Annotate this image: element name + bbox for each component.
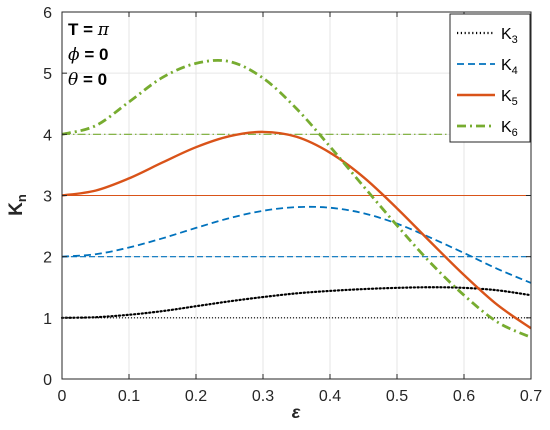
annotation-1: ϕ = 0 bbox=[68, 45, 108, 65]
x-tick-label: 0.3 bbox=[252, 388, 274, 405]
x-tick-label: 0.4 bbox=[319, 388, 341, 405]
x-axis-label: ε bbox=[292, 402, 301, 422]
annotation-symbol: θ bbox=[68, 70, 78, 90]
legend-label-sub: 6 bbox=[512, 127, 518, 139]
x-tick-label: 0.2 bbox=[185, 388, 207, 405]
y-tick-label: 0 bbox=[43, 372, 52, 389]
annotation-equals: = bbox=[78, 20, 97, 39]
annotation-equals: = bbox=[78, 70, 97, 89]
legend-label-k6: K6 bbox=[501, 119, 518, 139]
y-tick-label: 2 bbox=[43, 250, 52, 267]
legend-label-main: K bbox=[501, 26, 512, 43]
legend-entry-k3: K3 bbox=[457, 26, 518, 46]
annotation-value: π bbox=[97, 20, 110, 40]
legend-label-main: K bbox=[501, 88, 512, 105]
legend-entry-k4: K4 bbox=[457, 57, 518, 77]
y-tick-label: 3 bbox=[43, 189, 52, 206]
y-tick-label: 5 bbox=[43, 66, 52, 83]
legend-label-main: K bbox=[501, 57, 512, 74]
x-tick-label: 0.1 bbox=[118, 388, 140, 405]
x-tick-label: 0.5 bbox=[386, 388, 408, 405]
legend-label-main: K bbox=[501, 119, 512, 136]
legend-label-sub: 5 bbox=[512, 96, 518, 108]
annotation-symbol: ϕ bbox=[68, 45, 80, 65]
series-line-k4 bbox=[61, 205, 532, 284]
legend-entry-k5: K5 bbox=[457, 88, 518, 108]
y-tick-label: 6 bbox=[43, 5, 52, 22]
annotation-0: T = π bbox=[68, 20, 110, 40]
legend-entry-k6: K6 bbox=[457, 119, 518, 139]
legend-label-k4: K4 bbox=[501, 57, 518, 77]
series-lines bbox=[60, 58, 533, 339]
legend-label-k5: K5 bbox=[501, 88, 518, 108]
series-line-k3 bbox=[60, 286, 533, 319]
y-tick-label: 1 bbox=[43, 311, 52, 328]
y-axis-label-sub: n bbox=[14, 194, 29, 202]
annotation-equals: = bbox=[80, 45, 99, 64]
y-tick-label: 4 bbox=[43, 127, 52, 144]
series-line-k5 bbox=[61, 130, 532, 330]
annotation-value: 0 bbox=[99, 45, 108, 64]
y-axis-label-main: K bbox=[6, 202, 27, 216]
legend-box bbox=[449, 13, 531, 143]
axis-ticks: 0 0.1 0.2 0.3 0.4 0.5 0.6 0.7 0 1 2 3 4 5 6 bbox=[43, 5, 542, 405]
legend-label-sub: 4 bbox=[512, 65, 518, 77]
annotation-value: 0 bbox=[98, 70, 107, 89]
y-axis-label: Kn bbox=[6, 194, 29, 216]
legend-label-k3: K3 bbox=[501, 26, 518, 46]
series-line-k6 bbox=[61, 58, 532, 339]
parameter-annotations: T = πϕ = 0θ = 0 bbox=[68, 20, 110, 90]
x-tick-label: 0.7 bbox=[520, 388, 542, 405]
annotation-symbol: T bbox=[68, 20, 79, 39]
legend-label-sub: 3 bbox=[512, 34, 518, 46]
x-tick-label: 0.6 bbox=[453, 388, 475, 405]
x-tick-label: 0 bbox=[58, 388, 67, 405]
annotation-2: θ = 0 bbox=[68, 70, 107, 90]
